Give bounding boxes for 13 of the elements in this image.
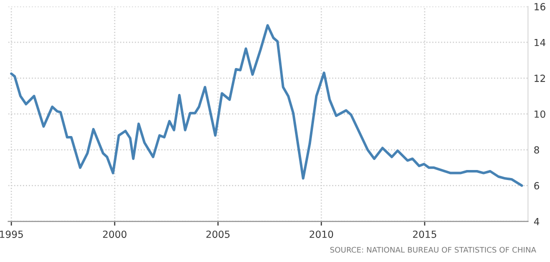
x-tick-label: 1995 — [0, 230, 23, 238]
y-tick-label: 8 — [534, 146, 540, 154]
y-tick-label: 6 — [534, 182, 540, 190]
x-tick-label: 2000 — [103, 230, 126, 238]
y-tick-label: 14 — [534, 38, 546, 46]
line-series — [10, 24, 524, 187]
y-tick-label: 16 — [534, 3, 546, 10]
x-tick-label: 2005 — [206, 230, 230, 238]
x-tick-label: 2010 — [310, 230, 334, 238]
y-tick-label: 4 — [534, 218, 540, 226]
x-tick-label: 2015 — [413, 230, 436, 238]
y-tick-label: 12 — [534, 74, 545, 82]
y-tick-label: 10 — [534, 110, 546, 118]
